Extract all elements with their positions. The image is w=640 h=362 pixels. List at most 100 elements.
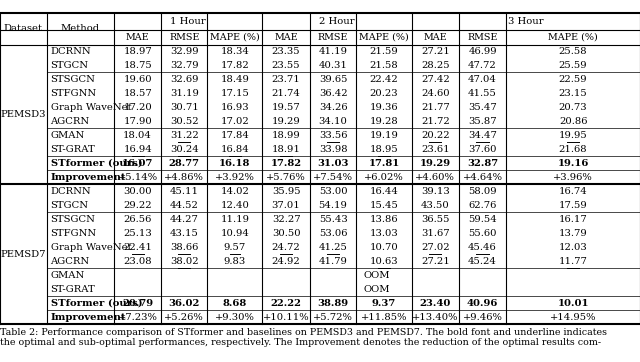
- Text: 31.67: 31.67: [421, 229, 449, 238]
- Text: 20.22: 20.22: [421, 131, 449, 140]
- Text: +4.64%: +4.64%: [463, 173, 502, 182]
- Text: 58.09: 58.09: [468, 187, 497, 196]
- Text: 17.81: 17.81: [369, 159, 399, 168]
- Text: 38.66: 38.66: [170, 243, 198, 252]
- Text: 17.82: 17.82: [271, 159, 301, 168]
- Text: 53.00: 53.00: [319, 187, 348, 196]
- Text: +13.40%: +13.40%: [412, 312, 458, 321]
- Text: 27.42: 27.42: [421, 75, 449, 84]
- Text: MAE: MAE: [125, 33, 150, 42]
- Text: 16.07: 16.07: [122, 159, 154, 168]
- Text: 28.25: 28.25: [421, 61, 449, 70]
- Text: 16.18: 16.18: [219, 159, 251, 168]
- Text: STGCN: STGCN: [51, 61, 88, 70]
- Text: 20.23: 20.23: [370, 89, 398, 98]
- Text: 38.89: 38.89: [317, 299, 349, 308]
- Text: 17.90: 17.90: [124, 117, 152, 126]
- Text: 32.87: 32.87: [467, 159, 498, 168]
- Text: +5.26%: +5.26%: [164, 312, 204, 321]
- Text: 19.57: 19.57: [272, 103, 300, 112]
- Text: Method: Method: [61, 24, 100, 33]
- Text: +3.96%: +3.96%: [553, 173, 593, 182]
- Text: 3 Hour: 3 Hour: [508, 17, 543, 26]
- Text: 46.99: 46.99: [468, 47, 497, 56]
- Text: 36.02: 36.02: [168, 299, 200, 308]
- Text: 22.59: 22.59: [559, 75, 588, 84]
- Text: 8.68: 8.68: [223, 299, 247, 308]
- Text: +4.86%: +4.86%: [164, 173, 204, 182]
- Text: MAPE (%): MAPE (%): [210, 33, 260, 42]
- Text: 17.84: 17.84: [220, 131, 250, 140]
- Text: 44.27: 44.27: [170, 215, 199, 224]
- Text: 34.26: 34.26: [319, 103, 348, 112]
- Text: 45.46: 45.46: [468, 243, 497, 252]
- Text: +5.72%: +5.72%: [313, 312, 353, 321]
- Text: 17.59: 17.59: [559, 201, 588, 210]
- Text: 41.25: 41.25: [319, 243, 348, 252]
- Text: +11.85%: +11.85%: [361, 312, 407, 321]
- Text: 41.55: 41.55: [468, 89, 497, 98]
- Text: RMSE: RMSE: [169, 33, 200, 42]
- Text: 32.27: 32.27: [272, 215, 300, 224]
- Text: 12.40: 12.40: [220, 201, 250, 210]
- Text: 19.36: 19.36: [370, 103, 398, 112]
- Text: 19.16: 19.16: [557, 159, 589, 168]
- Text: OOM: OOM: [364, 270, 390, 279]
- Text: +7.23%: +7.23%: [118, 312, 157, 321]
- Text: 59.54: 59.54: [468, 215, 497, 224]
- Text: 23.71: 23.71: [272, 75, 300, 84]
- Text: 12.03: 12.03: [559, 243, 588, 252]
- Text: +14.95%: +14.95%: [550, 312, 596, 321]
- Text: STSGCN: STSGCN: [51, 215, 95, 224]
- Text: 20.86: 20.86: [559, 117, 588, 126]
- Text: Graph WaveNet: Graph WaveNet: [51, 103, 131, 112]
- Text: 9.37: 9.37: [372, 299, 396, 308]
- Text: 32.69: 32.69: [170, 75, 198, 84]
- Text: 25.13: 25.13: [124, 229, 152, 238]
- Text: 30.52: 30.52: [170, 117, 198, 126]
- Text: 21.59: 21.59: [370, 47, 398, 56]
- Text: 18.95: 18.95: [370, 145, 398, 154]
- Text: 16.84: 16.84: [221, 145, 249, 154]
- Text: 32.79: 32.79: [170, 61, 198, 70]
- Text: MAE: MAE: [423, 33, 447, 42]
- Text: OOM: OOM: [364, 285, 390, 294]
- Text: 10.70: 10.70: [370, 243, 398, 252]
- Text: +6.02%: +6.02%: [364, 173, 404, 182]
- Text: 24.60: 24.60: [421, 89, 449, 98]
- Text: +4.60%: +4.60%: [415, 173, 455, 182]
- Text: 31.03: 31.03: [317, 159, 349, 168]
- Text: 19.29: 19.29: [420, 159, 451, 168]
- Text: 9.57: 9.57: [224, 243, 246, 252]
- Text: 22.42: 22.42: [370, 75, 398, 84]
- Text: +10.11%: +10.11%: [263, 312, 309, 321]
- Text: 2 Hour: 2 Hour: [319, 17, 355, 26]
- Text: Table 2: Performance comparison of STformer and baselines on PEMSD3 and PEMSD7. : Table 2: Performance comparison of STfor…: [0, 328, 607, 347]
- Text: 18.04: 18.04: [123, 131, 152, 140]
- Text: 13.79: 13.79: [559, 229, 588, 238]
- Text: 29.22: 29.22: [124, 201, 152, 210]
- Text: DCRNN: DCRNN: [51, 187, 91, 196]
- Text: 37.60: 37.60: [468, 145, 497, 154]
- Text: 16.93: 16.93: [221, 103, 249, 112]
- Text: ST-GRAT: ST-GRAT: [51, 145, 95, 154]
- Text: STFGNN: STFGNN: [51, 229, 97, 238]
- Text: 26.56: 26.56: [124, 215, 152, 224]
- Text: 17.20: 17.20: [124, 103, 152, 112]
- Text: 34.10: 34.10: [319, 117, 348, 126]
- Text: 55.60: 55.60: [468, 229, 497, 238]
- Text: 23.55: 23.55: [272, 61, 300, 70]
- Text: 21.72: 21.72: [421, 117, 449, 126]
- Text: 43.50: 43.50: [421, 201, 449, 210]
- Text: 45.24: 45.24: [468, 257, 497, 266]
- Text: MAPE (%): MAPE (%): [548, 33, 598, 42]
- Text: 18.57: 18.57: [124, 89, 152, 98]
- Text: 44.52: 44.52: [170, 201, 199, 210]
- Text: 35.95: 35.95: [272, 187, 300, 196]
- Text: 35.47: 35.47: [468, 103, 497, 112]
- Text: 18.34: 18.34: [220, 47, 250, 56]
- Text: 35.87: 35.87: [468, 117, 497, 126]
- Text: 55.43: 55.43: [319, 215, 348, 224]
- Text: 20.73: 20.73: [559, 103, 588, 112]
- Text: 40.96: 40.96: [467, 299, 499, 308]
